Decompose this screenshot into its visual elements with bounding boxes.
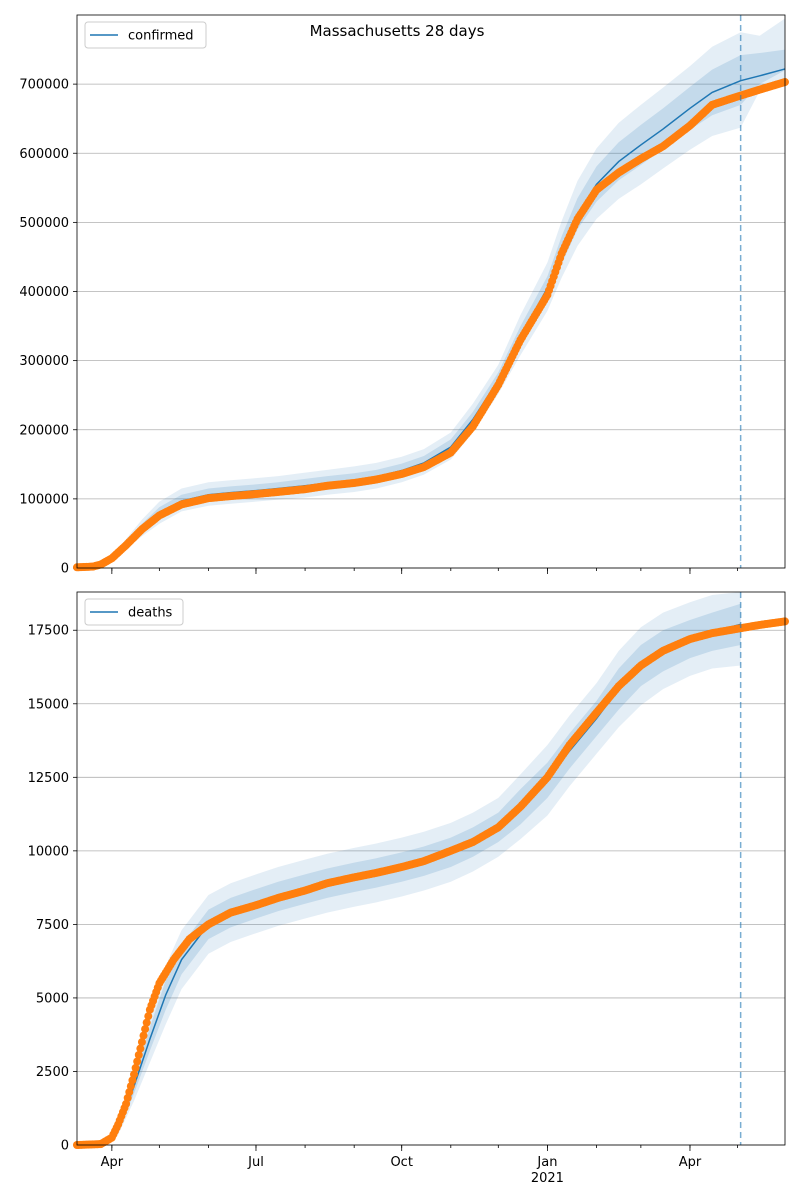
y-tick-label: 0: [61, 1139, 69, 1154]
observed-point: [131, 1063, 140, 1072]
y-tick-label: 15000: [28, 697, 69, 712]
uncertainty-band-outer: [77, 18, 785, 569]
y-tick-label: 300000: [19, 354, 69, 369]
x-tick-label: Jan: [536, 1155, 557, 1170]
legend-label: deaths: [128, 606, 173, 621]
y-tick-label: 500000: [19, 216, 69, 231]
observed-point: [139, 1031, 148, 1040]
uncertainty-band-inner: [77, 603, 741, 1145]
legend: confirmed: [84, 21, 207, 49]
y-tick-label: 12500: [28, 771, 69, 786]
y-tick-label: 5000: [36, 991, 69, 1006]
y-tick-label: 10000: [28, 844, 69, 859]
legend-box: [84, 21, 207, 49]
x-tick-label: Apr: [679, 1155, 702, 1170]
y-tick-label: 0: [61, 562, 69, 577]
axes-frame: [76, 591, 786, 1146]
y-tick-label: 600000: [19, 147, 69, 162]
confirmed-panel: 0 100000 200000 300000 400000 500000 600000 700…: [19, 14, 789, 577]
x-tick-label: Oct: [390, 1155, 412, 1170]
y-tick-label: 7500: [36, 918, 69, 933]
legend-box: [84, 598, 184, 626]
observed-point: [144, 1012, 153, 1021]
y-tick-label: 17500: [28, 624, 69, 639]
y-tick-label: 2500: [36, 1065, 69, 1080]
y-tick-label: 200000: [19, 423, 69, 438]
deaths-panel: 0 2500 5000 7500 10000 12500 15000 17500 Apr Jul O…: [28, 591, 789, 1186]
legend: deaths: [84, 598, 184, 626]
observed-point: [137, 1038, 146, 1047]
observed-point: [133, 1057, 142, 1066]
observed-point: [136, 1044, 145, 1053]
observed-point: [142, 1018, 151, 1027]
y-tick-label: 700000: [19, 78, 69, 93]
observed-point: [141, 1025, 150, 1034]
observed-point: [130, 1070, 139, 1079]
observed-point: [134, 1050, 143, 1059]
x-tick-label: Apr: [101, 1155, 124, 1170]
x-year-label: 2021: [531, 1171, 564, 1186]
y-tick-label: 100000: [19, 492, 69, 507]
y-tick-label: 400000: [19, 285, 69, 300]
legend-label: confirmed: [128, 29, 194, 44]
x-tick-label: Jul: [247, 1155, 264, 1170]
axes-frame: [76, 14, 786, 569]
figure-title: Massachusetts 28 days: [310, 22, 485, 40]
